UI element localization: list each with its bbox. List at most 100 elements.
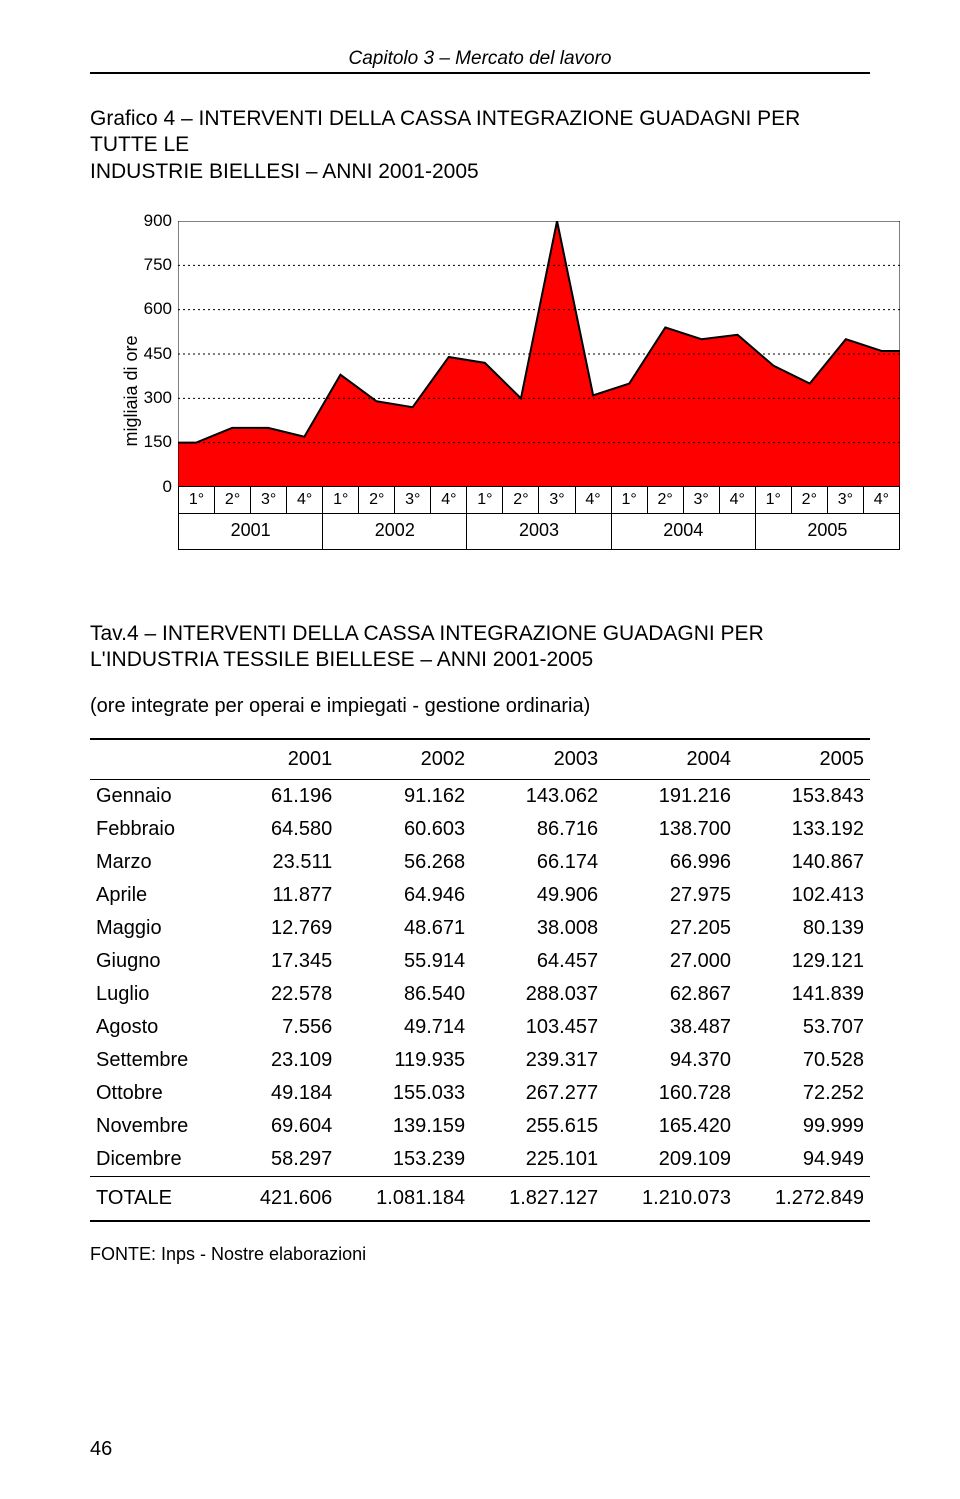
table-cell: 119.935 bbox=[338, 1044, 471, 1077]
ytick: 0 bbox=[163, 477, 172, 497]
chart-plot-area bbox=[178, 221, 900, 487]
table-cell: 191.216 bbox=[604, 780, 737, 814]
table-row: Febbraio64.58060.60386.716138.700133.192 bbox=[90, 813, 870, 846]
xaxis-year-cell: 2003 bbox=[466, 514, 610, 550]
table-row: Gennaio61.19691.162143.062191.216153.843 bbox=[90, 780, 870, 814]
total-label: TOTALE bbox=[90, 1177, 227, 1222]
xaxis-quarter-cell: 3° bbox=[250, 487, 286, 514]
row-label: Marzo bbox=[90, 846, 227, 879]
table-cell: 133.192 bbox=[737, 813, 870, 846]
table-cell: 421.606 bbox=[227, 1177, 338, 1222]
row-label: Settembre bbox=[90, 1044, 227, 1077]
ytick: 600 bbox=[144, 299, 172, 319]
table-cell: 72.252 bbox=[737, 1077, 870, 1110]
table-cell: 103.457 bbox=[471, 1011, 604, 1044]
xaxis-quarter-cell: 1° bbox=[755, 487, 791, 514]
table-cell: 141.839 bbox=[737, 978, 870, 1011]
xaxis-quarter-cell: 3° bbox=[683, 487, 719, 514]
figure-title-line2: INDUSTRIE BIELLESI – ANNI 2001-2005 bbox=[90, 160, 479, 183]
row-label: Aprile bbox=[90, 879, 227, 912]
table-cell: 27.000 bbox=[604, 945, 737, 978]
ytick: 300 bbox=[144, 388, 172, 408]
row-label: Giugno bbox=[90, 945, 227, 978]
table-total-row: TOTALE421.6061.081.1841.827.1271.210.073… bbox=[90, 1177, 870, 1222]
table-cell: 160.728 bbox=[604, 1077, 737, 1110]
tav-title: Tav.4 – INTERVENTI DELLA CASSA INTEGRAZI… bbox=[90, 621, 870, 674]
table-cell: 66.174 bbox=[471, 846, 604, 879]
table-row: Agosto7.55649.714103.45738.48753.707 bbox=[90, 1011, 870, 1044]
table-cell: 139.159 bbox=[338, 1110, 471, 1143]
xaxis-year-cell: 2001 bbox=[178, 514, 322, 550]
table-cell: 64.457 bbox=[471, 945, 604, 978]
table-cell: 255.615 bbox=[471, 1110, 604, 1143]
table-cell: 64.580 bbox=[227, 813, 338, 846]
ytick: 150 bbox=[144, 432, 172, 452]
xaxis-quarter-cell: 2° bbox=[214, 487, 250, 514]
table-row: Settembre23.109119.935239.31794.37070.52… bbox=[90, 1044, 870, 1077]
table-cell: 69.604 bbox=[227, 1110, 338, 1143]
tav-title-line2: L'INDUSTRIA TESSILE BIELLESE – ANNI 2001… bbox=[90, 648, 593, 671]
xaxis-quarter-cell: 1° bbox=[322, 487, 358, 514]
table-cell: 165.420 bbox=[604, 1110, 737, 1143]
table-row: Dicembre58.297153.239225.101209.10994.94… bbox=[90, 1143, 870, 1177]
table-cell: 288.037 bbox=[471, 978, 604, 1011]
table-cell: 11.877 bbox=[227, 879, 338, 912]
table-cell: 56.268 bbox=[338, 846, 471, 879]
table-cell: 94.370 bbox=[604, 1044, 737, 1077]
chart-xaxis: 1°2°3°4°1°2°3°4°1°2°3°4°1°2°3°4°1°2°3°4°… bbox=[178, 486, 900, 561]
xaxis-quarter-cell: 4° bbox=[575, 487, 611, 514]
xaxis-quarter-cell: 4° bbox=[286, 487, 322, 514]
table-cell: 22.578 bbox=[227, 978, 338, 1011]
ytick: 900 bbox=[144, 211, 172, 231]
row-label: Gennaio bbox=[90, 780, 227, 814]
row-label: Febbraio bbox=[90, 813, 227, 846]
table-cell: 66.996 bbox=[604, 846, 737, 879]
table-column-header: 2003 bbox=[471, 739, 604, 780]
row-label: Maggio bbox=[90, 912, 227, 945]
table-cell: 27.975 bbox=[604, 879, 737, 912]
table-cell: 102.413 bbox=[737, 879, 870, 912]
table-cell: 23.109 bbox=[227, 1044, 338, 1077]
row-label: Luglio bbox=[90, 978, 227, 1011]
xaxis-year-cell: 2004 bbox=[611, 514, 755, 550]
table-cell: 1.272.849 bbox=[737, 1177, 870, 1222]
table-cell: 53.707 bbox=[737, 1011, 870, 1044]
page-number: 46 bbox=[90, 1438, 112, 1461]
table-cell: 153.843 bbox=[737, 780, 870, 814]
table-cell: 155.033 bbox=[338, 1077, 471, 1110]
table-column-header: 2001 bbox=[227, 739, 338, 780]
table-cell: 225.101 bbox=[471, 1143, 604, 1177]
figure-title: Grafico 4 – INTERVENTI DELLA CASSA INTEG… bbox=[90, 106, 870, 185]
table-cell: 1.827.127 bbox=[471, 1177, 604, 1222]
table-cell: 12.769 bbox=[227, 912, 338, 945]
table-cell: 61.196 bbox=[227, 780, 338, 814]
xaxis-quarter-cell: 1° bbox=[466, 487, 502, 514]
table-cell: 91.162 bbox=[338, 780, 471, 814]
chart: migliaia di ore 0150300450600750900 1°2°… bbox=[120, 221, 900, 561]
tav-subtitle: (ore integrate per operai e impiegati - … bbox=[90, 695, 870, 718]
table-cell: 17.345 bbox=[227, 945, 338, 978]
table-cell: 267.277 bbox=[471, 1077, 604, 1110]
table-row: Aprile11.87764.94649.90627.975102.413 bbox=[90, 879, 870, 912]
table-cell: 140.867 bbox=[737, 846, 870, 879]
row-label: Ottobre bbox=[90, 1077, 227, 1110]
table-cell: 49.714 bbox=[338, 1011, 471, 1044]
ytick: 750 bbox=[144, 255, 172, 275]
table-body: Gennaio61.19691.162143.062191.216153.843… bbox=[90, 780, 870, 1222]
xaxis-year-cell: 2005 bbox=[755, 514, 900, 550]
table-cell: 49.906 bbox=[471, 879, 604, 912]
table-column-header: 2004 bbox=[604, 739, 737, 780]
tav-title-line1: Tav.4 – INTERVENTI DELLA CASSA INTEGRAZI… bbox=[90, 622, 764, 645]
xaxis-year-cell: 2002 bbox=[322, 514, 466, 550]
chart-yaxis: 0150300450600750900 bbox=[120, 221, 178, 487]
table-column-header: 2005 bbox=[737, 739, 870, 780]
table-cell: 62.867 bbox=[604, 978, 737, 1011]
xaxis-quarter-cell: 3° bbox=[394, 487, 430, 514]
table-cell: 209.109 bbox=[604, 1143, 737, 1177]
table-cell: 27.205 bbox=[604, 912, 737, 945]
table-row: Maggio12.76948.67138.00827.20580.139 bbox=[90, 912, 870, 945]
xaxis-quarter-cell: 1° bbox=[178, 487, 214, 514]
table-cell: 94.949 bbox=[737, 1143, 870, 1177]
table-row: Luglio22.57886.540288.03762.867141.839 bbox=[90, 978, 870, 1011]
xaxis-quarter-cell: 4° bbox=[719, 487, 755, 514]
